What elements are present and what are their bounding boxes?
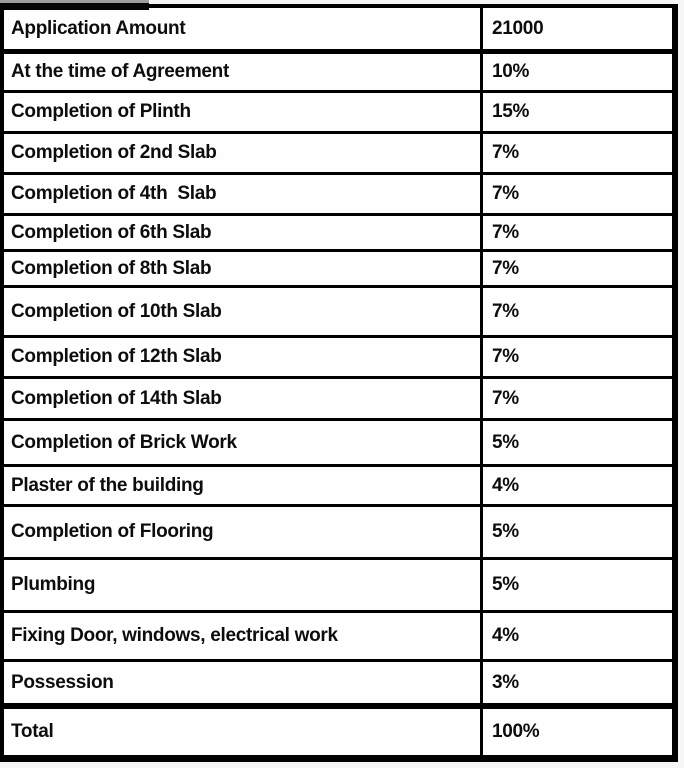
stage-value: 7% bbox=[492, 387, 519, 409]
stage-value: 100% bbox=[492, 721, 540, 742]
table-row: Total 100% bbox=[4, 709, 672, 755]
stage-value: 3% bbox=[492, 671, 519, 693]
stage-value: 5% bbox=[492, 521, 519, 542]
table-row: Completion of 12th Slab 7% bbox=[4, 338, 672, 379]
stage-value: 7% bbox=[492, 300, 519, 322]
stage-label: Completion of 10th Slab bbox=[4, 288, 483, 335]
stage-label: Completion of 14th Slab bbox=[4, 379, 483, 418]
stage-value: 15% bbox=[492, 101, 530, 122]
stage-value: 7% bbox=[492, 221, 519, 243]
stage-value: 4% bbox=[492, 474, 519, 496]
stage-label: Completion of Flooring bbox=[4, 507, 483, 557]
table-row: Completion of 2nd Slab 7% bbox=[4, 134, 672, 175]
table-row: Completion of 10th Slab 7% bbox=[4, 288, 672, 338]
table-row: Plaster of the building 4% bbox=[4, 467, 672, 507]
stage-label: Completion of Brick Work bbox=[4, 421, 483, 464]
stage-value: 10% bbox=[492, 61, 530, 82]
stage-label: Completion of 6th Slab bbox=[4, 216, 483, 249]
cropped-row-fragment bbox=[0, 0, 149, 10]
stage-label: Possession bbox=[4, 662, 483, 703]
table-row: Completion of Flooring 5% bbox=[4, 507, 672, 560]
stage-label: Application Amount bbox=[4, 8, 483, 49]
stage-label: Plaster of the building bbox=[4, 467, 483, 504]
stage-value: 5% bbox=[492, 574, 519, 595]
stage-value: 21000 bbox=[492, 17, 544, 39]
stage-value: 5% bbox=[492, 431, 519, 453]
stage-value: 7% bbox=[492, 183, 519, 204]
table-row: Completion of 8th Slab 7% bbox=[4, 252, 672, 288]
stage-label: Plumbing bbox=[4, 560, 483, 610]
stage-label: Fixing Door, windows, electrical work bbox=[4, 613, 483, 659]
payment-schedule-table: Application Amount 21000 At the time of Ag… bbox=[0, 4, 678, 762]
table-row: Application Amount 21000 bbox=[4, 8, 672, 54]
stage-label: At the time of Agreement bbox=[4, 54, 483, 90]
stage-value: 7% bbox=[492, 142, 519, 163]
table-row: Completion of Plinth 15% bbox=[4, 93, 672, 134]
table-row: Completion of 14th Slab 7% bbox=[4, 379, 672, 421]
table-row: Possession 3% bbox=[4, 662, 672, 709]
table-row: Completion of 6th Slab 7% bbox=[4, 216, 672, 252]
table-row: Plumbing 5% bbox=[4, 560, 672, 613]
table-row: Completion of Brick Work 5% bbox=[4, 421, 672, 467]
table-row: At the time of Agreement 10% bbox=[4, 54, 672, 93]
stage-value: 7% bbox=[492, 257, 519, 279]
stage-label: Completion of 2nd Slab bbox=[4, 134, 483, 172]
table-body: Application Amount 21000 At the time of Ag… bbox=[4, 8, 672, 755]
stage-label: Total bbox=[4, 709, 483, 755]
stage-label: Completion of Plinth bbox=[4, 93, 483, 131]
table-row: Completion of 4th Slab 7% bbox=[4, 175, 672, 216]
table-row: Fixing Door, windows, electrical work 4% bbox=[4, 613, 672, 662]
stage-label: Completion of 12th Slab bbox=[4, 338, 483, 376]
stage-value: 7% bbox=[492, 346, 519, 367]
stage-label: Completion of 4th Slab bbox=[4, 175, 483, 213]
stage-label: Completion of 8th Slab bbox=[4, 252, 483, 285]
stage-value: 4% bbox=[492, 625, 519, 646]
